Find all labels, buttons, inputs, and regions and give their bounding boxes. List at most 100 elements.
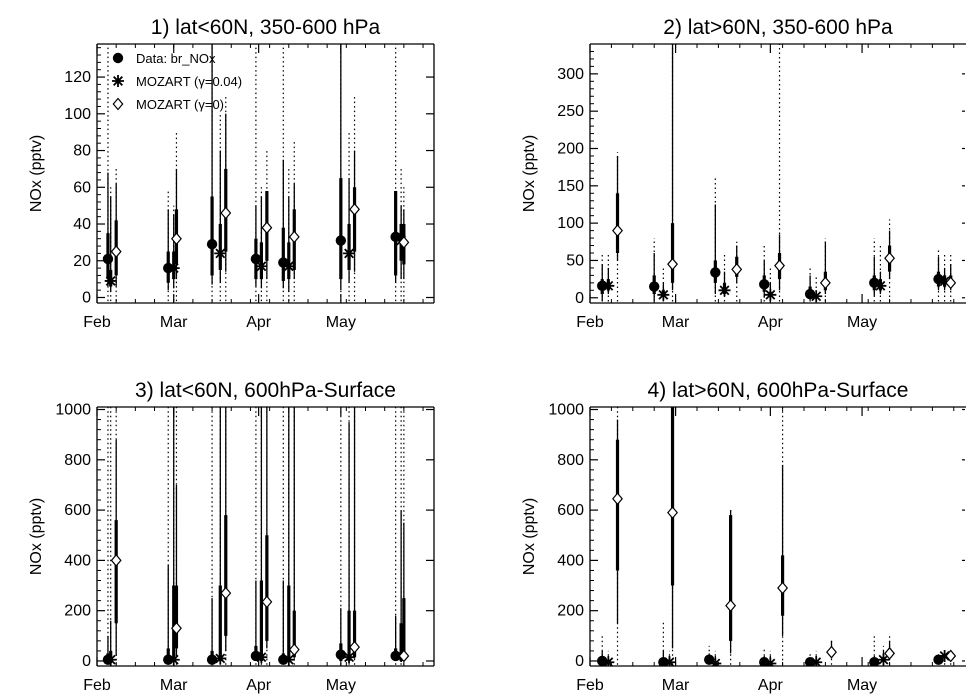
x-tick-label: May bbox=[847, 677, 877, 694]
data-point-diamond-2 bbox=[112, 97, 124, 111]
chart-title: 1) lat<60N, 350-600 hPa bbox=[151, 16, 381, 39]
data-point-star-3 bbox=[255, 651, 268, 664]
data-point-dot-6 bbox=[390, 231, 401, 243]
y-tick-label: 0 bbox=[82, 653, 91, 670]
data-point-diamond-3 bbox=[777, 581, 789, 595]
data-point-star-0 bbox=[104, 653, 117, 666]
data-point-dot-4 bbox=[278, 257, 289, 268]
y-tick-label: 600 bbox=[64, 502, 91, 519]
y-tick-label: 200 bbox=[557, 603, 584, 620]
data-point-diamond-4 bbox=[819, 276, 831, 290]
x-tick-label: Feb bbox=[83, 677, 111, 694]
chart-panel-4: 4) lat>60N, 600hPa-Surface NOx (pptv) 0 200… bbox=[521, 379, 966, 694]
chart-title: 4) lat>60N, 600hPa-Surface bbox=[648, 379, 909, 402]
y-tick-label: 250 bbox=[557, 103, 584, 120]
data-point-dot-1 bbox=[648, 281, 660, 292]
data-point-star-6 bbox=[938, 649, 951, 662]
data-point-star-0 bbox=[602, 279, 615, 292]
data-point-diamond-6 bbox=[398, 649, 410, 663]
chart-panel-3: 3) lat<60N, 600hPa-Surface NOx (pptv) 0 200… bbox=[28, 379, 435, 694]
data-point-star-1 bbox=[112, 75, 124, 87]
plot-area bbox=[597, 407, 957, 666]
data-point-diamond-1 bbox=[667, 506, 678, 520]
y-tick-label: 80 bbox=[73, 143, 91, 160]
legend-label: Data: br_NOx bbox=[136, 51, 216, 66]
y-tick-label: 120 bbox=[64, 69, 91, 86]
y-tick-label: 400 bbox=[557, 552, 584, 569]
data-point-star-3 bbox=[255, 260, 268, 273]
data-point-star-1 bbox=[657, 288, 670, 301]
data-point-diamond-3 bbox=[261, 595, 273, 609]
data-point-diamond-6 bbox=[945, 649, 957, 663]
chart-panel-2: 2) lat>60N, 350-600 hPa NOx (pptv) 0 50 100 1… bbox=[521, 16, 966, 331]
y-tick-label: 600 bbox=[557, 502, 584, 519]
data-point-star-1 bbox=[167, 262, 180, 275]
data-point-diamond-4 bbox=[288, 230, 300, 244]
y-tick-label: 40 bbox=[73, 216, 91, 233]
y-axis-label: NOx (pptv) bbox=[521, 498, 538, 575]
y-tick-label: 1000 bbox=[55, 402, 91, 419]
data-point-dot-2 bbox=[704, 654, 715, 665]
x-tick-label: May bbox=[326, 314, 356, 331]
data-point-star-4 bbox=[282, 653, 295, 666]
data-point-diamond-5 bbox=[349, 202, 361, 216]
data-point-star-1 bbox=[663, 656, 676, 666]
y-tick-label: 50 bbox=[566, 252, 584, 269]
x-tick-label: Apr bbox=[758, 677, 784, 694]
data-point-diamond-6 bbox=[945, 276, 957, 290]
x-tick-label: Feb bbox=[576, 677, 604, 694]
x-tick-label: Apr bbox=[246, 314, 272, 331]
y-axis-label: NOx (pptv) bbox=[28, 498, 45, 575]
data-point-star-4 bbox=[810, 656, 823, 666]
legend: Data: br_NOx MOZART (γ=0.04) MOZART (γ=0) bbox=[112, 51, 242, 112]
data-point-diamond-1 bbox=[170, 621, 182, 635]
x-tick-label: Mar bbox=[160, 677, 188, 694]
data-point-star-2 bbox=[214, 247, 227, 260]
legend-label: MOZART (γ=0.04) bbox=[136, 74, 242, 89]
x-tick-label: Apr bbox=[246, 677, 272, 694]
y-tick-label: 400 bbox=[64, 552, 91, 569]
y-tick-label: 800 bbox=[64, 452, 91, 469]
series-diamond bbox=[110, 95, 410, 302]
data-point-dot-3 bbox=[759, 279, 770, 290]
data-point-star-2 bbox=[709, 657, 722, 666]
data-point-diamond-6 bbox=[398, 235, 410, 249]
data-point-diamond-0 bbox=[612, 492, 623, 506]
series-diamond bbox=[612, 407, 957, 665]
y-tick-label: 150 bbox=[557, 178, 584, 195]
y-tick-label: 100 bbox=[64, 106, 91, 123]
data-point-diamond-5 bbox=[884, 647, 896, 660]
data-point-dot-5 bbox=[869, 657, 880, 666]
data-point-star-5 bbox=[343, 651, 356, 664]
data-point-dot-0 bbox=[112, 52, 124, 64]
y-tick-label: 200 bbox=[64, 603, 91, 620]
data-point-diamond-5 bbox=[884, 251, 896, 265]
data-point-star-4 bbox=[282, 260, 295, 273]
data-point-diamond-0 bbox=[612, 224, 623, 238]
data-point-diamond-3 bbox=[261, 221, 273, 235]
data-point-star-0 bbox=[104, 274, 117, 287]
data-point-diamond-2 bbox=[731, 262, 743, 276]
y-tick-label: 800 bbox=[557, 452, 584, 469]
data-point-diamond-5 bbox=[349, 640, 361, 654]
data-point-star-5 bbox=[874, 279, 887, 292]
series-diamond bbox=[110, 407, 410, 665]
x-tick-label: Feb bbox=[576, 314, 604, 331]
y-tick-label: 100 bbox=[557, 215, 584, 232]
series-star bbox=[104, 407, 408, 666]
plot-area bbox=[597, 44, 957, 303]
data-point-dot-2 bbox=[206, 239, 218, 250]
y-tick-label: 20 bbox=[73, 253, 91, 270]
data-point-star-0 bbox=[602, 656, 615, 666]
data-point-diamond-3 bbox=[774, 259, 785, 273]
data-point-diamond-1 bbox=[667, 257, 678, 271]
data-point-star-5 bbox=[877, 653, 890, 666]
x-tick-label: Mar bbox=[160, 314, 188, 331]
legend-label: MOZART (γ=0) bbox=[136, 97, 224, 112]
data-point-dot-3 bbox=[250, 253, 262, 265]
plot-area bbox=[102, 44, 410, 302]
data-point-diamond-2 bbox=[220, 206, 232, 220]
x-tick-label: May bbox=[847, 314, 877, 331]
data-point-dot-0 bbox=[102, 253, 114, 265]
y-tick-label: 60 bbox=[73, 179, 91, 196]
